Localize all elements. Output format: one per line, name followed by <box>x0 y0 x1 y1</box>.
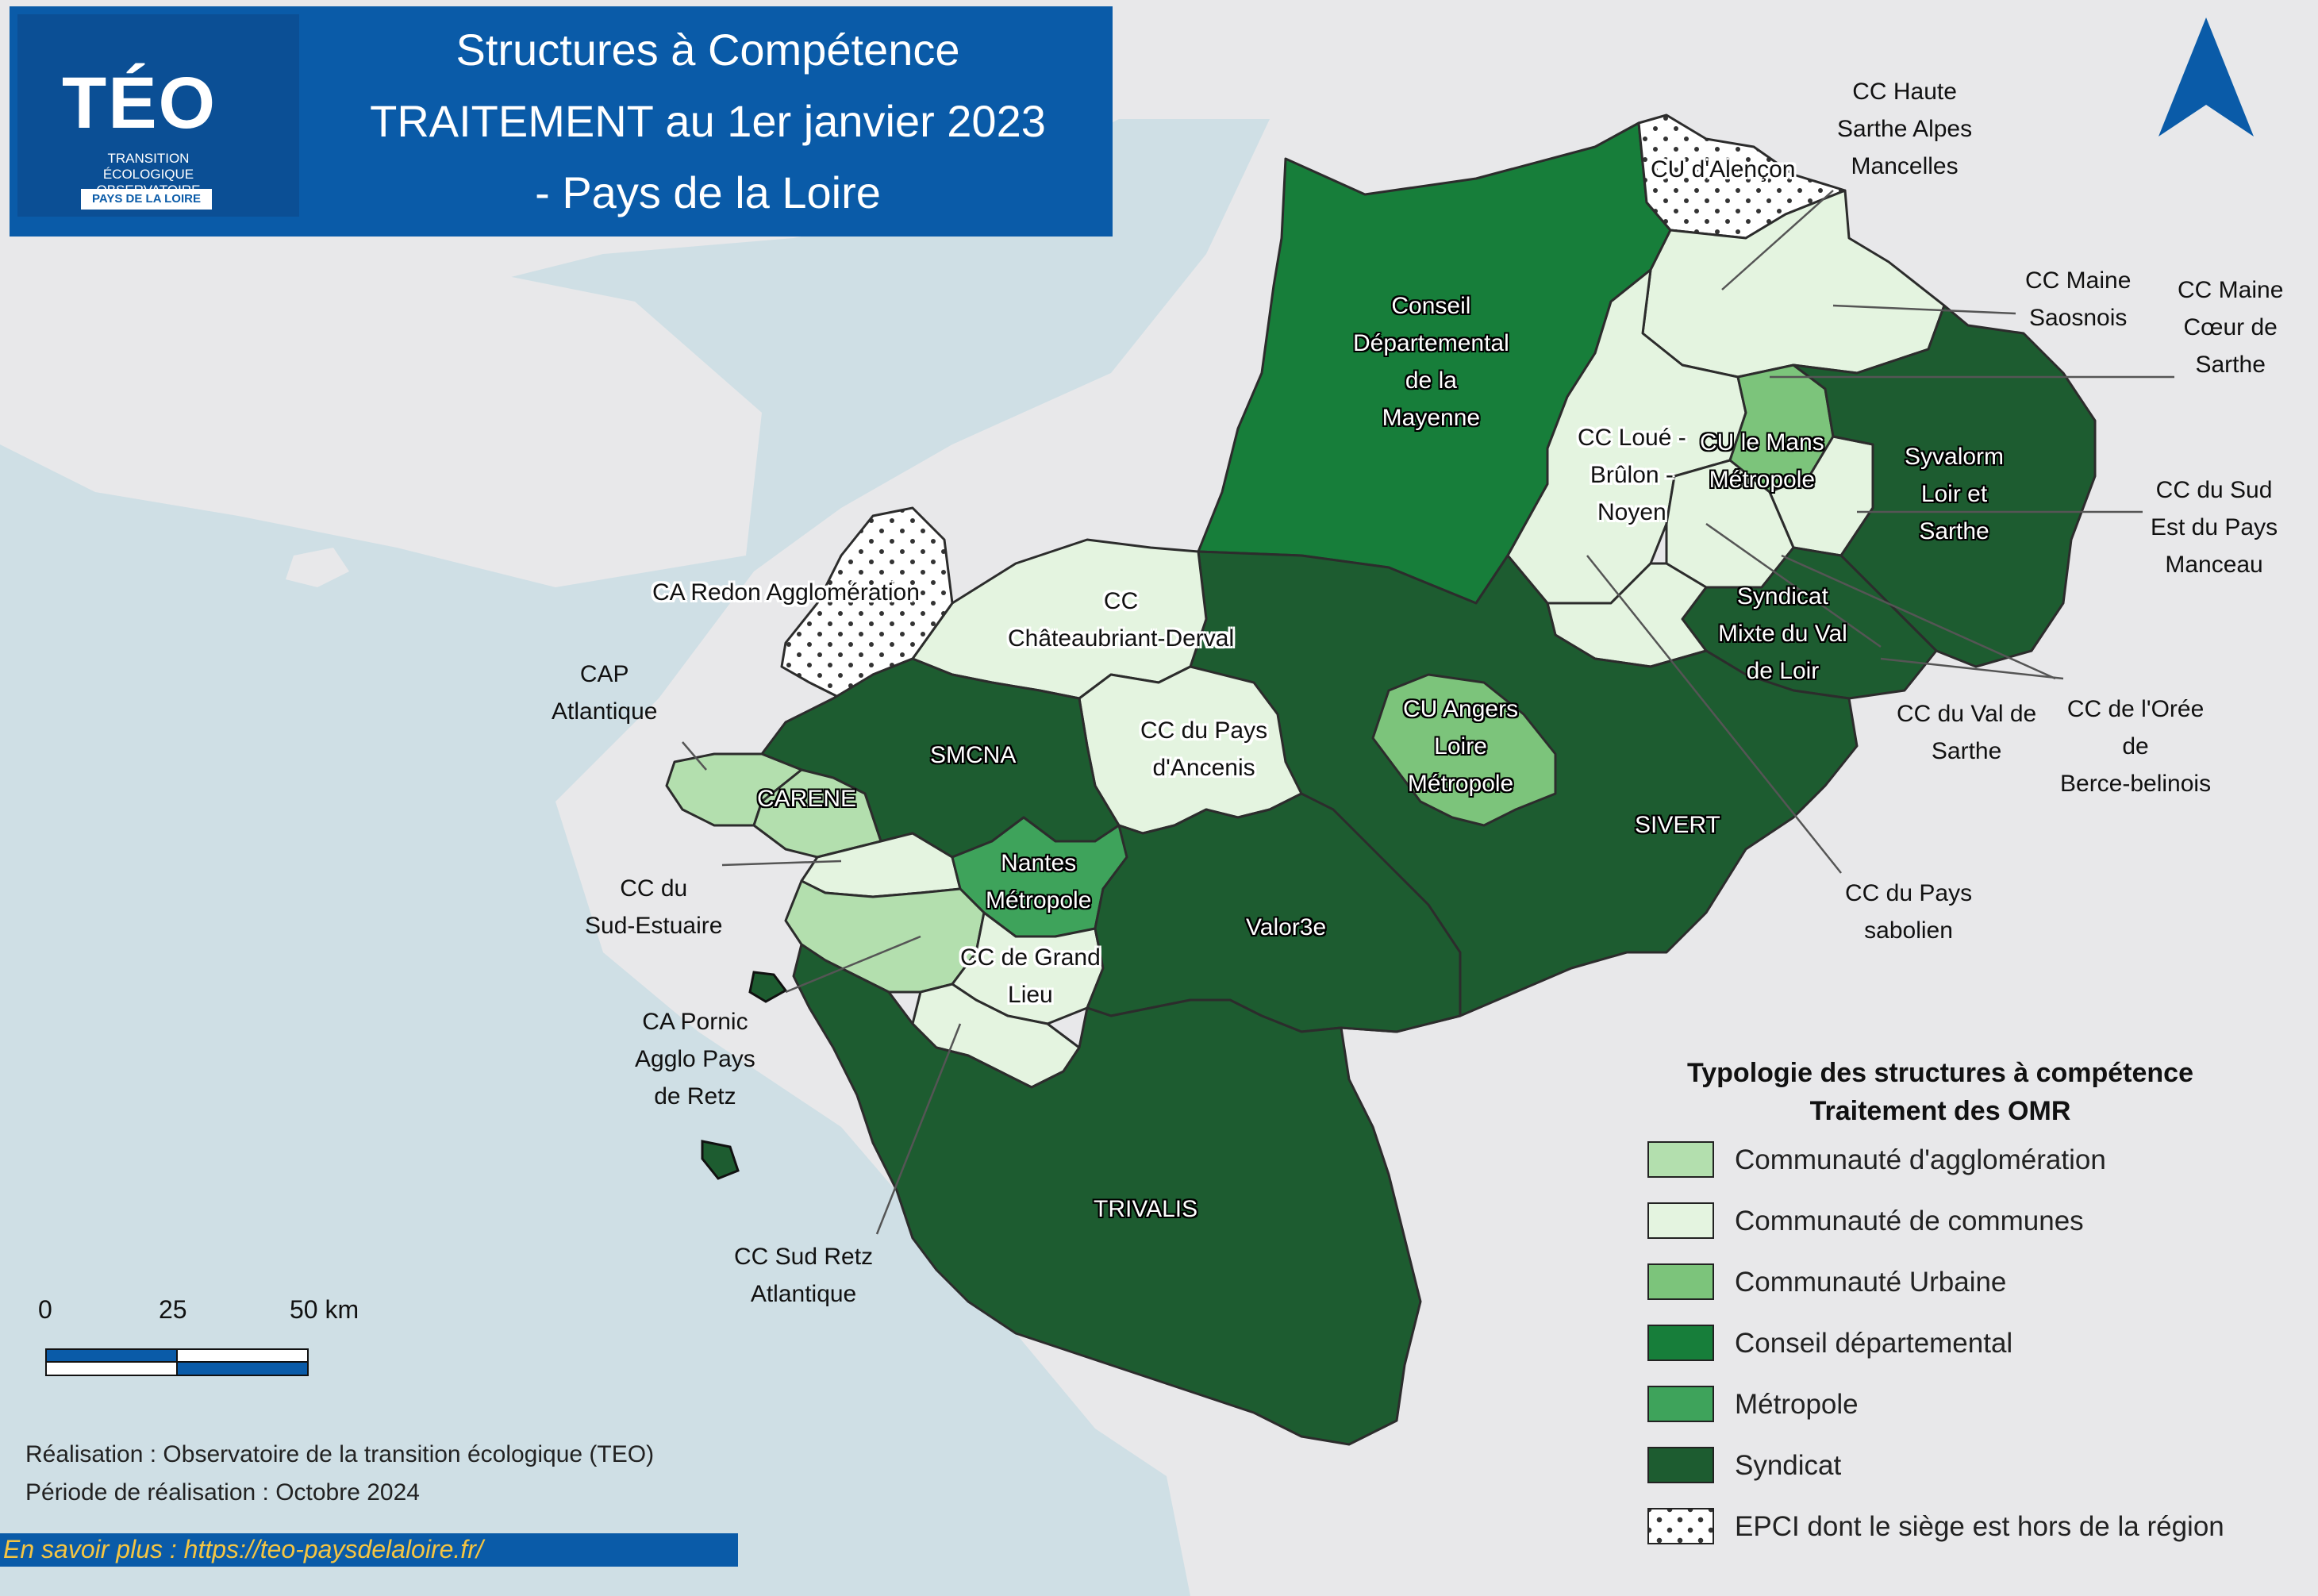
label-cap-atlantique: CAP Atlantique <box>552 661 658 725</box>
label-cc-oree-berce: CC de l'Orée de Berce-belinois <box>2060 696 2212 797</box>
teo-logo: TÉO TRANSITION ÉCOLOGIQUE OBSERVATOIRE P… <box>17 14 299 217</box>
outside-land-inner <box>0 230 762 587</box>
label-cc-sud-retz: CC Sud Retz Atlantique <box>734 1244 874 1307</box>
territory-valor3e[interactable] <box>1086 792 1462 1033</box>
scale-bar <box>45 1348 309 1376</box>
noirmoutier-island <box>748 971 788 1003</box>
label-cu-angers: CU Angers Loire Métropole <box>1403 696 1519 797</box>
title-band: TÉO TRANSITION ÉCOLOGIQUE OBSERVATOIRE P… <box>10 6 1113 237</box>
label-sm-val-de-loir: Syndicat Mixte du Val de Loir <box>1718 583 1847 684</box>
label-ca-redon: CA Redon Agglomération <box>652 579 920 606</box>
label-cc-ancenis: CC du Pays d'Ancenis <box>1140 717 1268 781</box>
territory-ca-redon <box>780 506 954 700</box>
label-smcna: SMCNA <box>930 742 1017 768</box>
legend-swatch <box>1647 1386 1714 1422</box>
legend-swatch <box>1647 1263 1714 1300</box>
label-sivert: SIVERT <box>1635 812 1720 838</box>
belle-ile <box>286 548 349 587</box>
leader-lines <box>682 190 2174 1235</box>
territory-cu-angers[interactable] <box>1371 673 1557 827</box>
label-cc-haute-sarthe: CC Haute Sarthe Alpes Mancelles <box>1837 79 1973 179</box>
label-cc-sud-estuaire: CC du Sud-Estuaire <box>585 875 723 939</box>
label-cc-loue: CC Loué - Brûlon - Noyen <box>1578 425 1686 525</box>
label-nantes-metropole: Nantes Métropole <box>986 850 1092 913</box>
label-valor3e: Valor3e <box>1246 914 1327 940</box>
label-cc-maine-coeur: CC Maine Cœur de Sarthe <box>2178 277 2284 378</box>
territory-carene[interactable] <box>752 768 882 859</box>
territory-trivalis[interactable] <box>792 943 1422 1446</box>
yeu-island <box>701 1140 740 1180</box>
scale-label-50: 50 km <box>290 1295 359 1324</box>
territory-syvalorm[interactable] <box>1792 304 2097 668</box>
label-cc-chateaubriant: CC Châteaubriant-Derval <box>1008 588 1235 652</box>
legend-swatch <box>1647 1141 1714 1178</box>
territories <box>665 113 2097 1446</box>
label-cc-sud-est-manceau: CC du Sud Est du Pays Manceau <box>2151 477 2278 578</box>
logo-region-badge: PAYS DE LA LOIRE <box>81 189 212 210</box>
legend-swatch <box>1647 1508 1714 1544</box>
credit-periode: Période de réalisation : Octobre 2024 <box>25 1479 420 1506</box>
label-cu-lemans: CU le Mans Métropole <box>1700 429 1824 493</box>
legend-swatch <box>1647 1202 1714 1239</box>
credit-realisation: Réalisation : Observatoire de la transit… <box>25 1441 655 1467</box>
legend-swatch <box>1647 1447 1714 1483</box>
map-title-line1: Structures à Compétence <box>456 25 960 75</box>
label-cc-val-sarthe: CC du Val de Sarthe <box>1897 701 2037 764</box>
more-info-link[interactable]: En savoir plus : https://teo-paysdelaloi… <box>3 1535 483 1563</box>
map-title-line2: TRAITEMENT au 1er janvier 2023 <box>370 96 1046 146</box>
label-carene: CARENE <box>757 786 857 812</box>
label-ca-pornic: CA Pornic Agglo Pays de Retz <box>635 1009 755 1110</box>
label-cc-grand-lieu: CC de Grand Lieu <box>960 944 1101 1008</box>
label-cc-maine-saosnois: CC Maine Saosnois <box>2025 267 2132 331</box>
label-cd-mayenne: Conseil Départemental de la Mayenne <box>1353 293 1509 431</box>
label-trivalis: TRIVALIS <box>1094 1196 1198 1222</box>
scale-label-0: 0 <box>38 1295 52 1324</box>
north-arrow-icon <box>2158 17 2254 137</box>
label-cc-sabolien: CC du Pays sabolien <box>1845 880 1973 944</box>
link-bar <box>0 1533 738 1567</box>
legend-title: Typologie des structures à compétence Tr… <box>1687 1058 2193 1126</box>
territory-cc-grand-lieu[interactable] <box>951 911 1105 1025</box>
label-cu-alencon: CU d'Alençon <box>1651 156 1796 183</box>
legend-swatch <box>1647 1325 1714 1361</box>
map-title-line3: - Pays de la Loire <box>535 167 881 217</box>
logo-name: TÉO <box>62 63 217 144</box>
scale-label-25: 25 <box>159 1295 187 1324</box>
label-syvalorm: Syvalorm Loir et Sarthe <box>1905 444 2005 544</box>
